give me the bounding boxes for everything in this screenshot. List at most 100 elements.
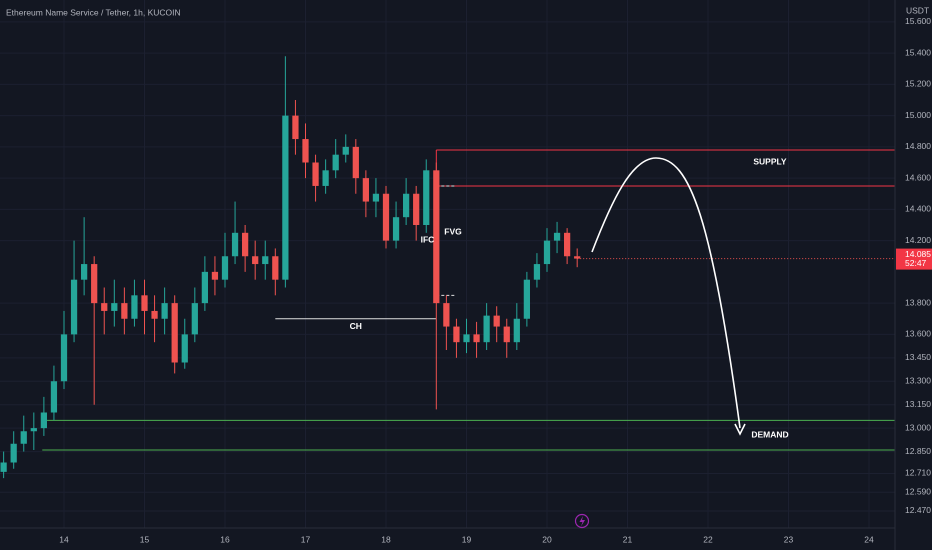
y-tick-label: 14.600 — [905, 172, 931, 182]
candle-body — [40, 412, 47, 429]
x-tick-label: 14 — [59, 534, 69, 544]
candle-body — [372, 193, 380, 202]
x-tick-label: 24 — [864, 534, 874, 544]
candle-body — [151, 310, 158, 319]
y-tick-label: 12.850 — [905, 446, 931, 456]
x-tick-label: 18 — [381, 534, 391, 544]
candle-body — [453, 326, 460, 343]
x-tick-label: 23 — [784, 534, 794, 544]
countdown-label: 52:47 — [905, 258, 927, 268]
last-price-box — [896, 248, 932, 270]
candle-body — [50, 381, 58, 413]
candle-body — [221, 256, 229, 280]
candle-body — [493, 315, 500, 327]
candle-body — [60, 334, 68, 382]
last-price-label: 14.085 — [905, 249, 931, 259]
candle-body — [362, 178, 369, 202]
candle-body — [231, 232, 239, 257]
candle-body — [533, 264, 541, 280]
candle-body — [191, 303, 198, 335]
y-tick-label: 12.470 — [905, 505, 931, 515]
y-tick-label: 13.000 — [905, 422, 931, 432]
candle-body — [513, 318, 520, 343]
candle-body — [523, 279, 530, 319]
y-tick-label: 14.800 — [905, 141, 931, 151]
candle-body — [463, 334, 470, 343]
plot — [0, 56, 895, 479]
candle-body — [413, 193, 420, 225]
candle-body — [483, 315, 490, 343]
grid — [0, 0, 895, 528]
candle-body — [10, 443, 17, 463]
candle-body — [382, 193, 390, 241]
x-tick-label: 15 — [140, 534, 150, 544]
candle-body — [70, 279, 78, 335]
candle-body — [252, 256, 259, 265]
candle-body — [352, 146, 359, 179]
candle-body — [111, 303, 118, 311]
candle-body — [262, 256, 269, 265]
candle-body — [81, 264, 88, 280]
y-tick-label: 13.300 — [905, 376, 931, 386]
candle-body — [403, 193, 410, 218]
candle-body — [392, 217, 400, 241]
candle-body — [91, 264, 98, 304]
candle-body — [322, 170, 329, 186]
y-tick-label: 15.200 — [905, 79, 931, 89]
candle-body — [171, 303, 178, 363]
candle-body — [101, 303, 108, 311]
candle-body — [574, 256, 581, 259]
x-tick-label: 21 — [623, 534, 633, 544]
x-tick-label: 16 — [220, 534, 230, 544]
candle-body — [30, 428, 37, 432]
x-tick-label: 22 — [703, 534, 713, 544]
currency-label: USDT — [906, 5, 929, 15]
y-tick-label: 15.400 — [905, 47, 931, 57]
candle-body — [473, 334, 480, 343]
arrow-head — [734, 423, 746, 436]
x-tick-label: 17 — [301, 534, 311, 544]
candle-body — [332, 154, 339, 171]
candle-body — [211, 271, 219, 280]
y-tick-label: 15.600 — [905, 16, 931, 26]
y-tick-label: 12.590 — [905, 486, 931, 496]
event-icon[interactable] — [574, 513, 590, 529]
candle-body — [272, 256, 279, 280]
y-tick-label: 13.600 — [905, 329, 931, 339]
candle-body — [292, 115, 299, 140]
candle-body — [242, 232, 249, 257]
annotation: FVG — [444, 226, 462, 236]
candle-body — [564, 232, 571, 257]
candle-body — [131, 295, 138, 319]
x-tick-label: 20 — [542, 534, 552, 544]
candle-body — [503, 326, 510, 343]
y-tick-label: 13.450 — [905, 352, 931, 362]
candle-body — [161, 303, 168, 319]
candle-body — [201, 271, 208, 304]
candle-body — [312, 162, 319, 186]
annotation: DEMAND — [751, 429, 788, 439]
candle-body — [433, 170, 440, 304]
candle-body — [141, 295, 148, 311]
candle-body — [181, 334, 188, 363]
y-tick-label: 13.800 — [905, 297, 931, 307]
y-tick-label: 13.150 — [905, 399, 931, 409]
y-tick-label: 12.710 — [905, 468, 931, 478]
annotation: IFC — [421, 234, 435, 244]
candle-body — [20, 431, 27, 444]
candle-body — [282, 115, 289, 280]
lightning — [579, 516, 585, 527]
chart-title: Ethereum Name Service / Tether, 1h, KUCO… — [6, 7, 181, 17]
candle-body — [302, 139, 309, 163]
forecast-arrow — [591, 157, 741, 429]
annotation: SUPPLY — [753, 156, 787, 166]
x-tick-label: 19 — [462, 534, 472, 544]
y-tick-label: 14.400 — [905, 204, 931, 214]
y-tick-label: 14.200 — [905, 235, 931, 245]
candle-body — [0, 462, 7, 472]
annotation: CH — [350, 321, 362, 331]
candle-body — [342, 146, 349, 155]
candle-body — [443, 303, 450, 327]
y-tick-label: 15.000 — [905, 110, 931, 120]
